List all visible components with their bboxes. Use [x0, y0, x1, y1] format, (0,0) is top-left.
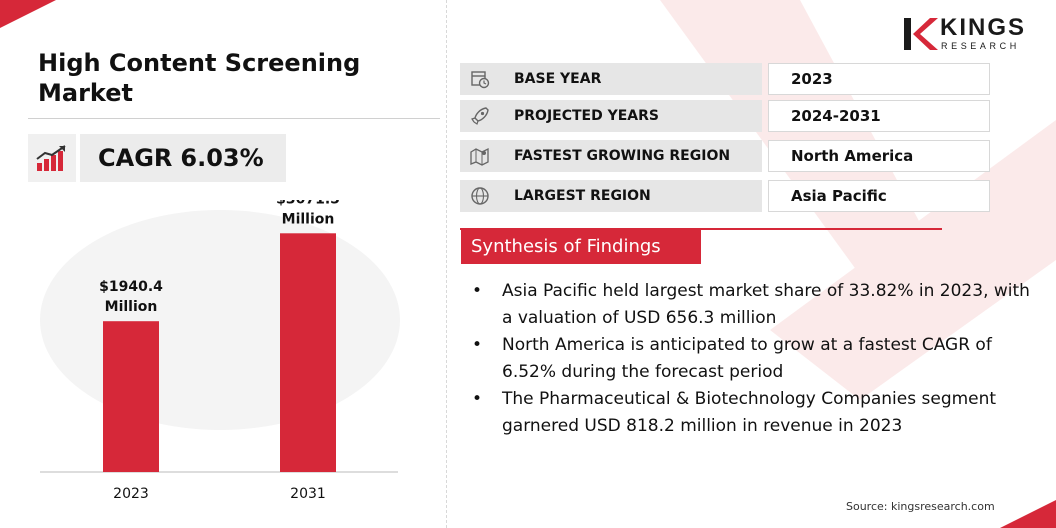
- info-row-largest-region: LARGEST REGION Asia Pacific: [460, 180, 990, 212]
- info-row-base-year: BASE YEAR 2023: [460, 63, 990, 95]
- logo-text-secondary: RESEARCH: [941, 41, 1020, 51]
- bar-2031: [280, 233, 336, 472]
- info-row-projected-years: PROJECTED YEARS 2024-2031: [460, 100, 990, 132]
- info-label: FASTEST GROWING REGION: [500, 140, 762, 172]
- market-size-bar-chart: $1940.4 Million 2023 $3071.5 Million 2031: [40, 200, 400, 502]
- data-label: Million: [105, 299, 158, 315]
- finding-item: The Pharmaceutical & Biotechnology Compa…: [472, 386, 1042, 440]
- x-tick-label: 2023: [113, 486, 149, 502]
- panel-divider: [446, 0, 447, 528]
- data-label: $3071.5: [276, 200, 340, 207]
- x-tick-label: 2031: [290, 486, 326, 502]
- data-label: $1940.4: [99, 279, 163, 295]
- kings-research-logo: KINGS RESEARCH: [904, 14, 1034, 54]
- logo-text-primary: KINGS: [940, 14, 1027, 41]
- bar-2023: [103, 321, 159, 472]
- corner-accent-bottom-right: [1000, 500, 1056, 528]
- info-value: Asia Pacific: [768, 180, 990, 212]
- data-label: Million: [282, 211, 335, 227]
- page-title: High Content Screening Market: [38, 49, 361, 107]
- title-divider: [28, 118, 440, 119]
- info-label: PROJECTED YEARS: [500, 100, 762, 132]
- source-note: Source: kingsresearch.com: [846, 500, 995, 513]
- info-value: 2023: [768, 63, 990, 95]
- info-value: North America: [768, 140, 990, 172]
- findings-list: Asia Pacific held largest market share o…: [472, 278, 1042, 440]
- finding-item: North America is anticipated to grow at …: [472, 332, 1042, 386]
- cagr-badge: CAGR 6.03%: [80, 134, 286, 182]
- info-value: 2024-2031: [768, 100, 990, 132]
- growth-chart-icon: [28, 134, 76, 182]
- synthesis-heading: Synthesis of Findings: [461, 230, 701, 264]
- rocket-icon: [460, 100, 500, 132]
- info-row-fastest-growing-region: FASTEST GROWING REGION North America: [460, 140, 990, 172]
- cagr-value: 6.03%: [180, 144, 264, 172]
- calendar-clock-icon: [460, 63, 500, 95]
- info-label: LARGEST REGION: [500, 180, 762, 212]
- cagr-label: CAGR: [98, 144, 173, 172]
- globe-icon: [460, 180, 500, 212]
- finding-item: Asia Pacific held largest market share o…: [472, 278, 1042, 332]
- info-label: BASE YEAR: [500, 63, 762, 95]
- map-region-icon: [460, 140, 500, 172]
- synthesis-divider: [460, 228, 942, 230]
- map-watermark: [40, 210, 400, 430]
- corner-accent-top-left: [0, 0, 56, 28]
